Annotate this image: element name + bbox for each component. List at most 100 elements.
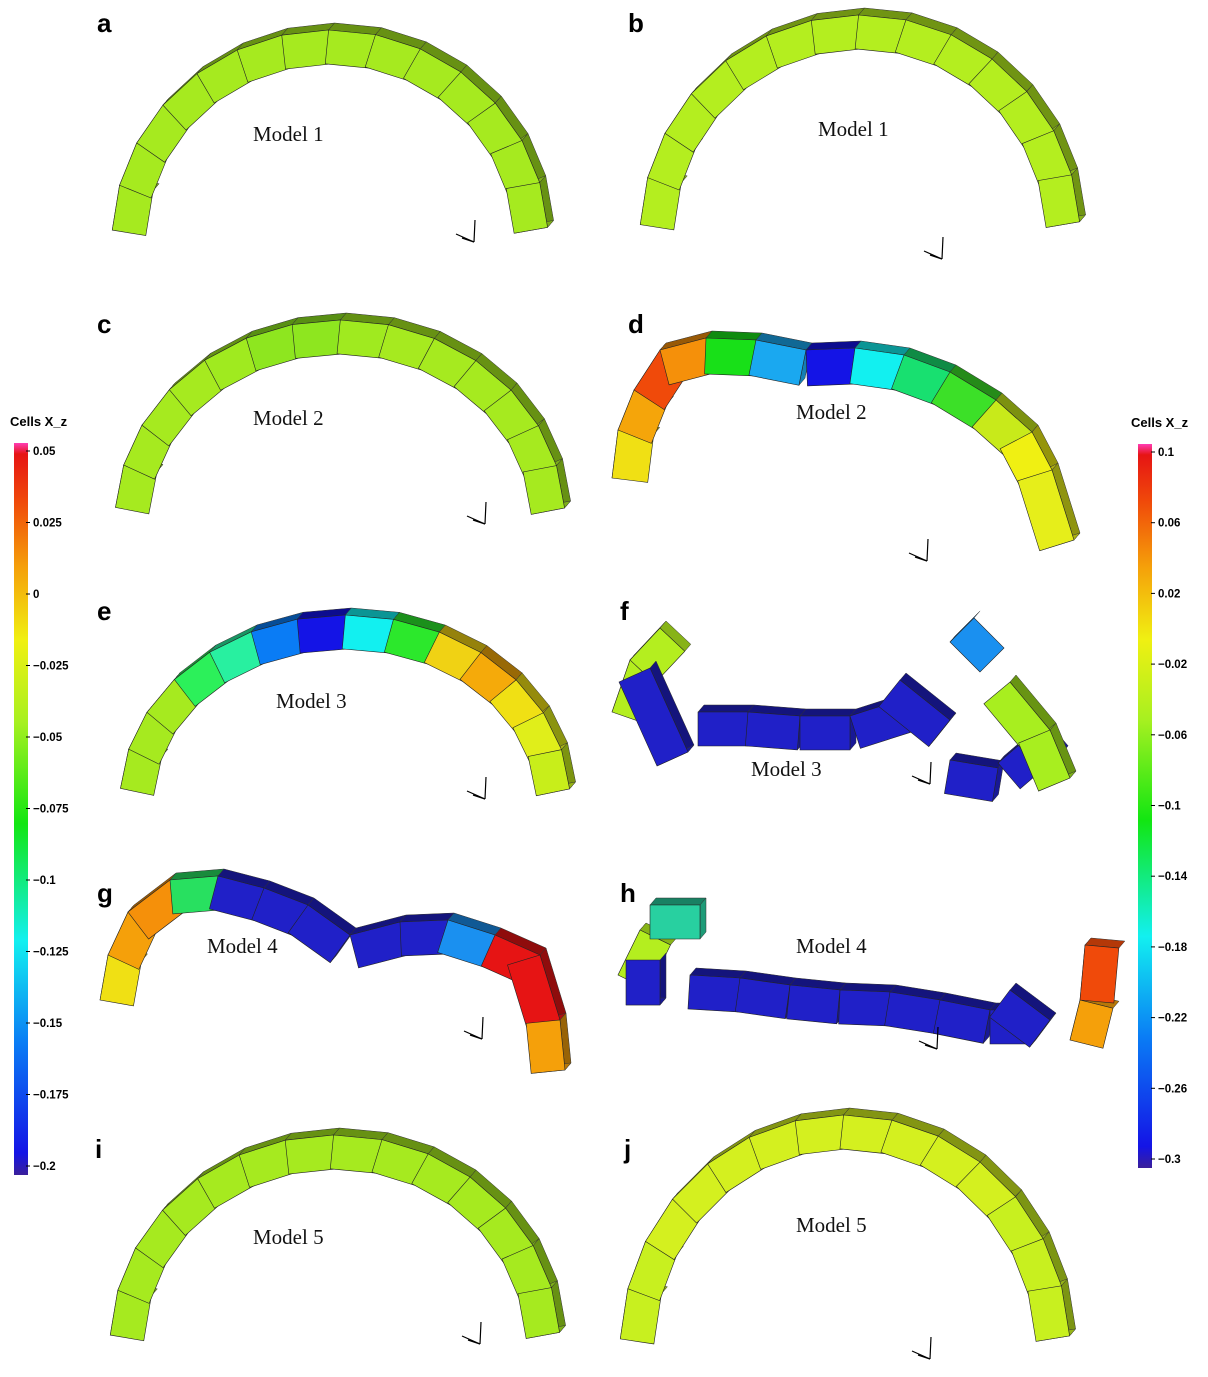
model-label: Model 2 <box>796 400 867 424</box>
model-label: Model 5 <box>796 1213 867 1237</box>
colorbar-tick-label: −0.18 <box>1158 942 1188 954</box>
arch-block <box>287 897 357 964</box>
colorbar-tick-label: −0.025 <box>33 661 69 673</box>
arch-block <box>629 620 692 684</box>
axis-triad-icon <box>466 776 487 800</box>
arch-block <box>1017 462 1081 552</box>
block-chain <box>109 1127 567 1342</box>
colorbar-tick-label: 0 <box>33 589 39 601</box>
panel-letter: b <box>628 8 644 38</box>
axis-triad-icon <box>923 236 944 260</box>
arch-block <box>505 175 555 234</box>
arch-block <box>799 708 857 751</box>
colorbar-tick-label: 0.025 <box>33 518 62 530</box>
left-colorbar-ticks: 0.05 0.025 0 −0.025 −0.05 −0.075 −0.1 −0.125 −0.… <box>26 446 69 1173</box>
left-colorbar-gradient <box>14 443 28 1175</box>
arch-block <box>649 897 707 940</box>
arch-block <box>625 952 667 1006</box>
arch-block <box>989 982 1057 1048</box>
block-chain <box>619 1107 1077 1345</box>
axis-triad-icon <box>911 761 932 785</box>
colorbar-tick-label: −0.1 <box>1158 801 1181 813</box>
arch-block <box>281 22 339 70</box>
arch-block <box>745 704 807 751</box>
colorbar-tick-label: −0.06 <box>1158 730 1187 742</box>
block-chain <box>611 330 1081 552</box>
colorbar-tick-label: −0.26 <box>1158 1083 1187 1095</box>
panel-letter: j <box>623 1134 631 1164</box>
block-chain <box>111 22 555 236</box>
arch-block <box>522 458 572 515</box>
model-label: Model 2 <box>253 406 324 430</box>
model-label: Model 3 <box>751 757 822 781</box>
right-colorbar-gradient <box>1138 444 1152 1168</box>
axis-triad-icon <box>918 1026 939 1050</box>
axis-triad-icon <box>466 501 487 525</box>
arch-block <box>748 332 813 387</box>
arch-block <box>250 611 313 665</box>
arch-block <box>932 992 997 1045</box>
model-label: Model 1 <box>253 122 324 146</box>
arch-block <box>1037 167 1087 228</box>
arch-block <box>1079 937 1126 1004</box>
panel-j: j Model 5 <box>619 1107 1077 1360</box>
panel-letter: i <box>95 1134 102 1164</box>
panel-h: h Model 4 <box>617 878 1126 1050</box>
arch-block <box>949 610 1005 673</box>
left-colorbar-title: Cells X_z <box>10 414 68 429</box>
colorbar-tick-label: −0.02 <box>1158 659 1187 671</box>
colorbar-tick-label: −0.15 <box>33 1018 63 1030</box>
colorbar-tick-label: −0.125 <box>33 947 69 959</box>
axis-triad-icon <box>461 1321 482 1345</box>
arch-block <box>944 752 1005 803</box>
panel-letter: f <box>620 596 629 626</box>
right-colorbar: Cells X_z 0.1 0.06 0.02 −0.02 −0.06 −0.1 −0.14… <box>1131 415 1189 1168</box>
colorbar-tick-label: −0.2 <box>33 1161 56 1173</box>
panel-e: e Model 3 <box>97 596 577 800</box>
panel-letter: h <box>620 878 636 908</box>
colorbar-tick-label: −0.075 <box>33 804 69 816</box>
axis-triad-icon <box>908 538 929 562</box>
block-chain <box>617 897 1126 1049</box>
arch-block <box>734 970 797 1020</box>
left-colorbar: Cells X_z 0.05 0.025 0 −0.025 −0.05 −0.075 −0.… <box>10 414 69 1175</box>
panel-g: g Model 4 <box>97 868 572 1074</box>
colorbar-tick-label: −0.175 <box>33 1090 69 1102</box>
arch-block <box>618 660 695 767</box>
colorbar-tick-label: 0.1 <box>1158 447 1175 459</box>
panel-f: f Model 3 <box>611 596 1077 803</box>
arch-block <box>1027 1278 1077 1342</box>
arch-block <box>527 742 577 797</box>
axis-triad-icon <box>455 219 476 243</box>
axis-triad-icon <box>911 1336 932 1360</box>
block-chain <box>115 312 572 515</box>
model-label: Model 4 <box>796 934 867 958</box>
colorbar-tick-label: −0.1 <box>33 875 56 887</box>
colorbar-tick-label: −0.22 <box>1158 1013 1187 1025</box>
panel-a: a Model 1 <box>97 8 555 243</box>
panel-d: d Model 2 <box>611 309 1081 562</box>
arch-block <box>525 1012 572 1074</box>
arch-block <box>786 977 847 1025</box>
arch-block <box>1018 722 1077 792</box>
block-chain <box>120 607 577 797</box>
right-colorbar-ticks: 0.1 0.06 0.02 −0.02 −0.06 −0.1 −0.14 −0.18 −0.22… <box>1151 447 1188 1166</box>
colorbar-tick-label: 0.02 <box>1158 588 1180 600</box>
arch-block <box>517 1280 567 1339</box>
right-colorbar-title: Cells X_z <box>1131 415 1189 430</box>
panel-letter: a <box>97 8 112 38</box>
panel-i: i Model 5 <box>95 1127 567 1345</box>
panel-letter: c <box>97 309 111 339</box>
model-label: Model 4 <box>207 934 278 958</box>
panel-c: c Model 2 <box>97 309 572 525</box>
block-chain <box>611 610 1077 803</box>
colorbar-tick-label: −0.14 <box>1158 871 1188 883</box>
block-chain <box>99 868 572 1074</box>
colorbar-tick-label: −0.05 <box>33 732 63 744</box>
model-label: Model 5 <box>253 1225 324 1249</box>
colorbar-tick-label: −0.3 <box>1158 1154 1181 1166</box>
model-label: Model 1 <box>818 117 889 141</box>
panel-letter: e <box>97 596 111 626</box>
colorbar-tick-label: 0.05 <box>33 446 56 458</box>
